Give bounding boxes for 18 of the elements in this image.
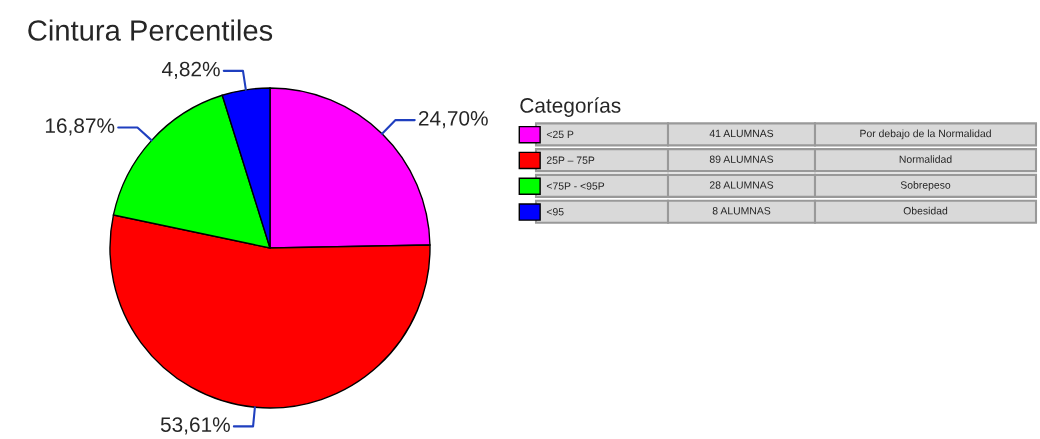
chart-title: Cintura Percentiles xyxy=(28,19,273,41)
text: 28 ALUMNAS xyxy=(709,181,774,189)
data-label: 16,87% xyxy=(45,118,115,136)
text: 89 ALUMNAS xyxy=(709,155,774,163)
text: 8 ALUMNAS xyxy=(712,207,771,215)
data-label: 4,82% xyxy=(161,61,220,79)
legend-label: <25 P xyxy=(546,130,574,139)
data-label: 24,70% xyxy=(418,110,488,129)
legend-label: <95 xyxy=(546,208,564,216)
text: Obesidad xyxy=(903,206,948,215)
legend-label: 25P – 75P xyxy=(546,156,595,164)
legend-label: <75P - <95P xyxy=(546,182,605,190)
text: Normalidad xyxy=(899,155,952,163)
text: 41 ALUMNAS xyxy=(709,129,774,138)
text: Por debajo de la Normalidad xyxy=(860,129,991,140)
legend-title: Categorías xyxy=(520,97,621,117)
text: Sobrepeso xyxy=(900,181,951,191)
data-label: 53,61% xyxy=(160,417,230,435)
